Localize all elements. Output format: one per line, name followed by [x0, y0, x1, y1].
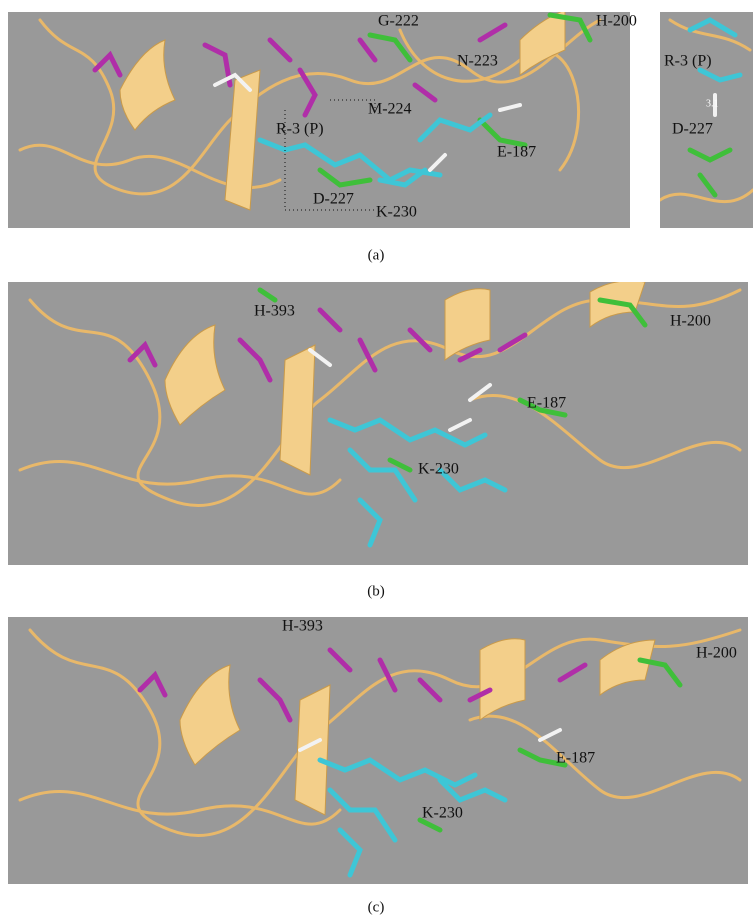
panel-caption: (b) [367, 583, 385, 599]
panel-c: H-393 H-200 E-187 K-230 [8, 617, 748, 884]
panel-b: H-393 H-200 E-187 K-230 [8, 281, 748, 565]
residue-label: E-187 [556, 750, 595, 767]
residue-label: R-3 (P) [276, 121, 324, 138]
residue-label: H-200 [596, 13, 637, 30]
residue-label: H-393 [254, 303, 295, 320]
residue-label: G-222 [378, 13, 419, 30]
residue-label: H-393 [282, 618, 323, 635]
residue-label: M-224 [368, 101, 412, 118]
figure: G-222 N-223 H-200 M-224 R-3 (P) E-187 D-… [0, 0, 753, 918]
residue-label: K-230 [376, 204, 417, 221]
residue-label: N-223 [457, 53, 498, 70]
panel-a-inset: R-3 (P) 3.1 D-227 [660, 12, 753, 228]
panel-caption: (a) [368, 247, 385, 263]
panel-a: G-222 N-223 H-200 M-224 R-3 (P) E-187 D-… [8, 10, 637, 228]
distance-label: 3.1 [706, 98, 719, 109]
panel-caption: (c) [368, 899, 385, 915]
residue-label: D-227 [313, 191, 354, 208]
residue-label: K-230 [418, 461, 459, 478]
residue-label: E-187 [497, 144, 536, 161]
residue-label: K-230 [422, 805, 463, 822]
residue-label: R-3 (P) [664, 53, 712, 70]
residue-label: H-200 [670, 313, 711, 330]
residue-label: E-187 [527, 395, 566, 412]
residue-label: D-227 [672, 121, 713, 138]
residue-label: H-200 [696, 645, 737, 662]
